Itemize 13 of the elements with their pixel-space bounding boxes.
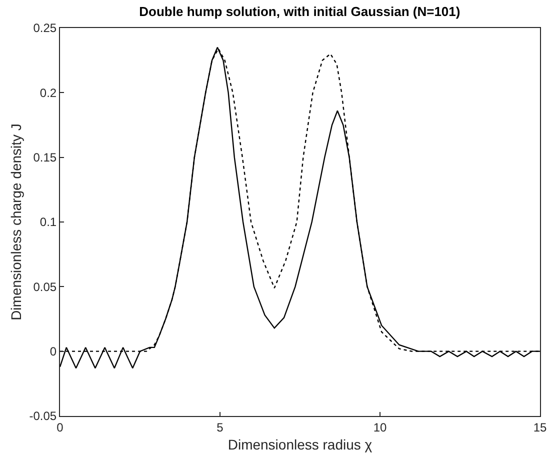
y-tick-label: 0.25	[33, 21, 57, 36]
y-tick-label: 0.2	[40, 86, 57, 100]
x-axis-title: Dimensionless radius χ	[228, 436, 373, 453]
y-axis-title: Dimensionless charge density J	[8, 124, 24, 320]
y-tick-label: 0.1	[40, 215, 57, 230]
y-tick-label: 0	[50, 344, 57, 359]
x-tick-label: 10	[373, 420, 387, 434]
x-tick-label: 15	[533, 420, 547, 434]
y-tick-label: 0.15	[33, 150, 57, 165]
x-tick-label: 5	[216, 420, 224, 434]
chart-title: Double hump solution, with initial Gaussian (N=101)	[139, 4, 460, 20]
y-tick-label: -0.05	[29, 409, 57, 424]
y-tick-label: 0.05	[33, 280, 57, 294]
